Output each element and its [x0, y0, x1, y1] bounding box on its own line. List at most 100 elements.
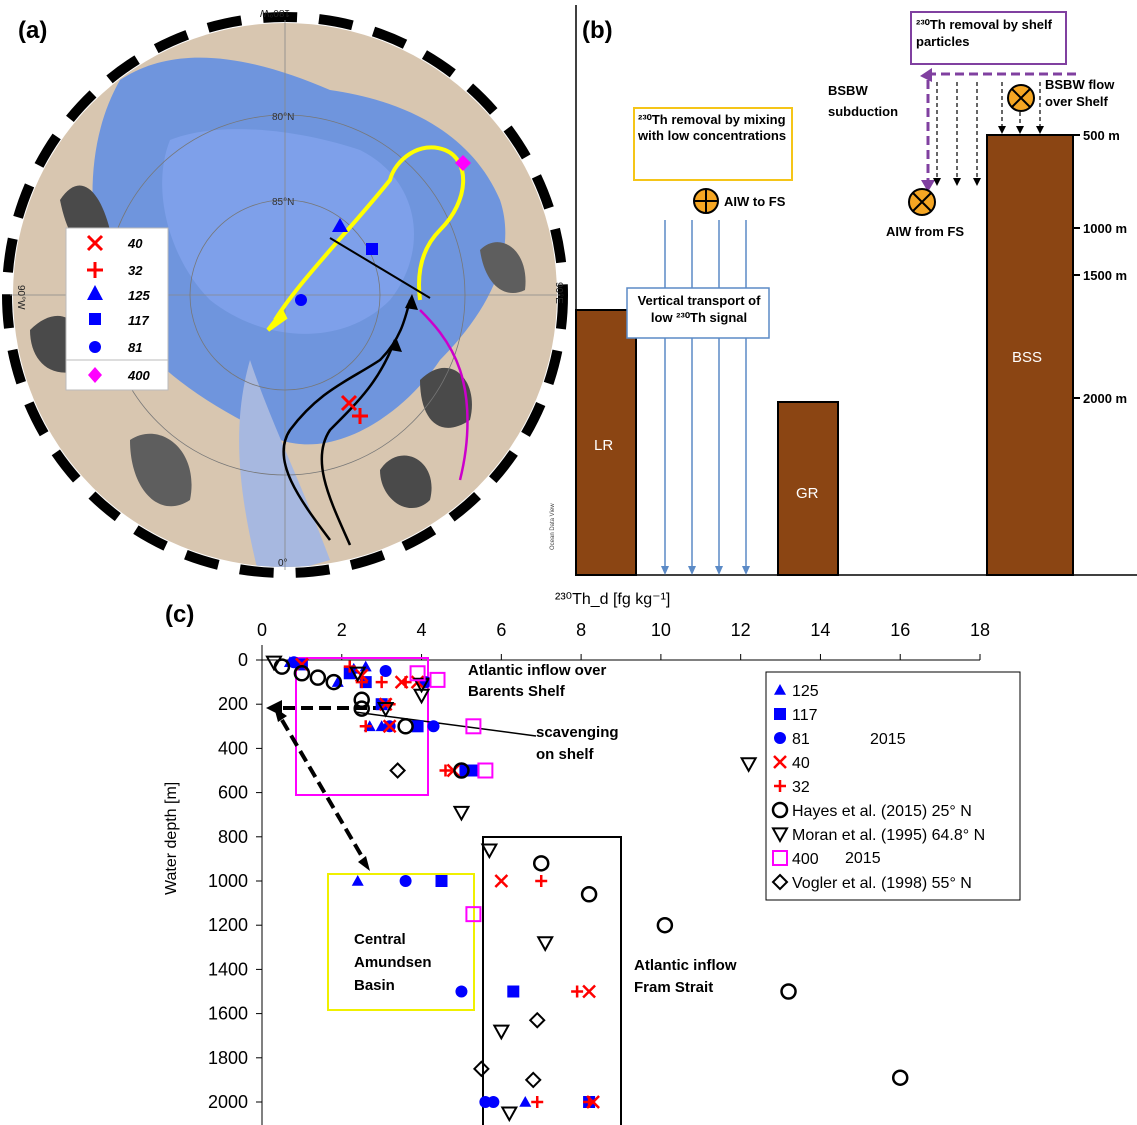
vertical-transport-arrows [661, 220, 750, 575]
y-tick-label: 1000 [208, 871, 248, 891]
data-point-125 [519, 1096, 532, 1107]
y-tick-label: 0 [238, 650, 248, 670]
data-point-moran [536, 936, 554, 952]
deep-basin [162, 129, 414, 334]
data-point-32 [343, 660, 356, 673]
data-point-40 [582, 984, 596, 999]
data-point-81 [487, 1096, 500, 1108]
data-point-81 [467, 764, 480, 777]
ridge-bss-label: BSS [1012, 349, 1042, 366]
legend-label-1: 117 [792, 707, 818, 724]
fram-box [482, 836, 622, 1125]
map-legend-label-125: 125 [128, 288, 150, 303]
data-point-117 [435, 875, 448, 887]
chart-points [265, 655, 909, 1123]
map-legend-box [65, 227, 169, 361]
shelf-particle-arrows [933, 82, 1044, 186]
amundsen-box [327, 873, 475, 1011]
y-tick-label: 1600 [208, 1004, 248, 1024]
y-tick-label: 600 [218, 783, 248, 803]
ridge-gr [777, 401, 839, 576]
data-point-32 [359, 720, 372, 733]
data-point-125 [359, 660, 372, 672]
station-125-marker [332, 218, 348, 232]
odv-watermark: Ocean Data View [550, 503, 556, 550]
y-tick-label: 200 [218, 694, 248, 714]
x-tick-label: 0 [257, 620, 267, 640]
x-tick-label: 10 [651, 620, 671, 640]
aiw-to-fs-plus-icon [694, 189, 718, 213]
map-legend-diamond-icon [88, 367, 102, 383]
legend-marker-0 [774, 684, 786, 695]
data-point-moran [452, 805, 471, 822]
lon-bottom-label: 0° [278, 558, 288, 569]
section-line [329, 237, 431, 299]
legend-marker-1 [774, 708, 786, 720]
legend-marker-6 [771, 827, 789, 844]
bsbw-flow-text: BSBW flow over Shelf [1045, 77, 1115, 109]
x-tick-label: 2 [337, 620, 347, 640]
y-tick-label: 1800 [208, 1048, 248, 1068]
x-tick-label: 4 [417, 620, 427, 640]
legend-marker-8 [771, 873, 789, 891]
data-point-moran [349, 666, 367, 683]
fram-strait [239, 360, 330, 567]
ridge-gr-label: GR [796, 485, 819, 502]
data-point-hayes [453, 762, 470, 779]
ridge-lr [575, 309, 637, 576]
y-tick-label: 2000 [208, 1092, 248, 1112]
amundsen-arrowhead-down [358, 856, 370, 871]
particle-arrowhead-2 [953, 178, 961, 186]
panel-c-chart: (c) ²³⁰Th_d [fg kg⁻¹] Water depth [m] 0 2… [163, 591, 1021, 1125]
annotation-fram: Atlantic inflow Fram Strait [634, 957, 737, 996]
transport-arrowhead-3 [715, 566, 723, 575]
station-32-marker [352, 408, 368, 424]
data-point-hayes [309, 669, 327, 686]
data-point-vogler [389, 762, 407, 779]
aiw-from-fs-label: AIW from FS [886, 224, 964, 239]
depth-label-500: 500 m [1083, 128, 1120, 143]
legend-label-7: 400 [792, 851, 819, 868]
particle-arrowhead-6 [1036, 126, 1044, 134]
map-legend-square-icon [89, 313, 101, 325]
particle-arrowhead-3 [973, 178, 981, 186]
y-tick-label: 1200 [208, 915, 248, 935]
data-point-400 [477, 762, 494, 779]
depth-ticks: 500 m 1000 m 1500 m 2000 m [1073, 128, 1127, 406]
lon-left-label: 90°W [15, 285, 26, 310]
data-point-32 [535, 875, 548, 887]
particle-arrowhead-1 [933, 178, 941, 186]
data-point-hayes [293, 665, 311, 682]
station-400-marker [455, 155, 471, 171]
annotation-amundsen: Central Amundsen Basin [354, 931, 432, 994]
bsbw-flow-cross-icon [1011, 88, 1031, 108]
ridge-bss [986, 134, 1074, 576]
lat-80-label: 80°N [272, 112, 294, 123]
data-point-400 [465, 718, 482, 735]
data-point-hayes [325, 673, 343, 691]
transport-arrowhead-1 [661, 566, 669, 575]
legend-label-4: 32 [792, 779, 810, 796]
data-point-hayes [353, 691, 370, 709]
mixing-removal-text: ²³⁰Th removal by mixing with low concent… [638, 112, 787, 143]
annotation-amundsen-wrap: Central Amundsen Basin [354, 931, 432, 994]
lat-circle-85 [189, 199, 381, 391]
purple-arrowhead-left [920, 68, 932, 82]
legend-marker-2 [774, 732, 786, 744]
data-point-hayes [353, 700, 370, 717]
annotation-scavenging: scavenging on shelf [536, 724, 619, 763]
data-point-vogler [472, 1060, 490, 1078]
legend-label-0: 125 [792, 683, 819, 700]
map-legend-label-81: 81 [128, 340, 142, 355]
magenta-current [419, 309, 469, 481]
station-117-marker [366, 243, 378, 255]
annotation-barents-wrap: Atlantic inflow over Barents Shelf [468, 662, 606, 700]
vertical-transport-text-wrap: Vertical transport of low ²³⁰Th signal [638, 293, 761, 325]
data-point-400 [465, 906, 482, 923]
chart-legend-box [765, 671, 1021, 901]
y-tick-label: 400 [218, 738, 248, 758]
yellow-current-path [273, 145, 466, 322]
shelf-removal-text-wrap: ²³⁰Th removal by shelf particles [916, 17, 1052, 49]
data-point-moran [376, 702, 395, 718]
purple-arrowhead-down [921, 180, 935, 192]
